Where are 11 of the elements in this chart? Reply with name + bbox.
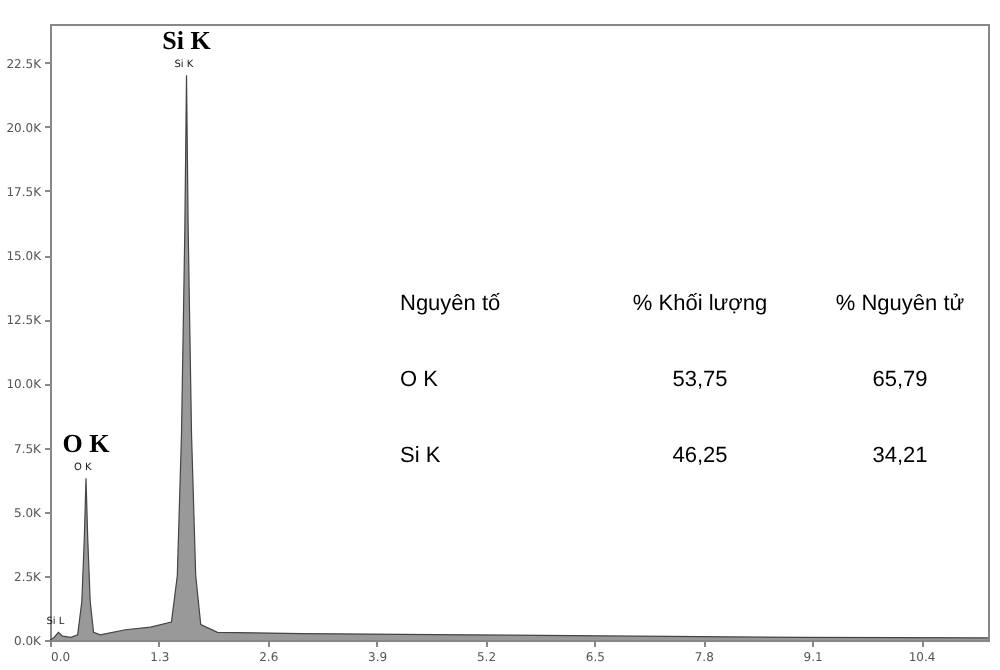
- annotation: O K: [400, 368, 440, 392]
- annotation: % Khối lượng: [632, 292, 768, 316]
- annotation: 53,75: [672, 368, 728, 392]
- annotation: 65,79: [872, 368, 928, 392]
- annotation: 46,25: [672, 444, 728, 468]
- annotation: % Nguyên tử: [835, 292, 966, 316]
- annotation: Nguyên tố: [400, 292, 501, 316]
- annotation: O K: [62, 428, 112, 459]
- annotation: Si K: [400, 444, 442, 468]
- annotation: 34,21: [872, 444, 928, 468]
- annotation: Si K: [162, 25, 213, 56]
